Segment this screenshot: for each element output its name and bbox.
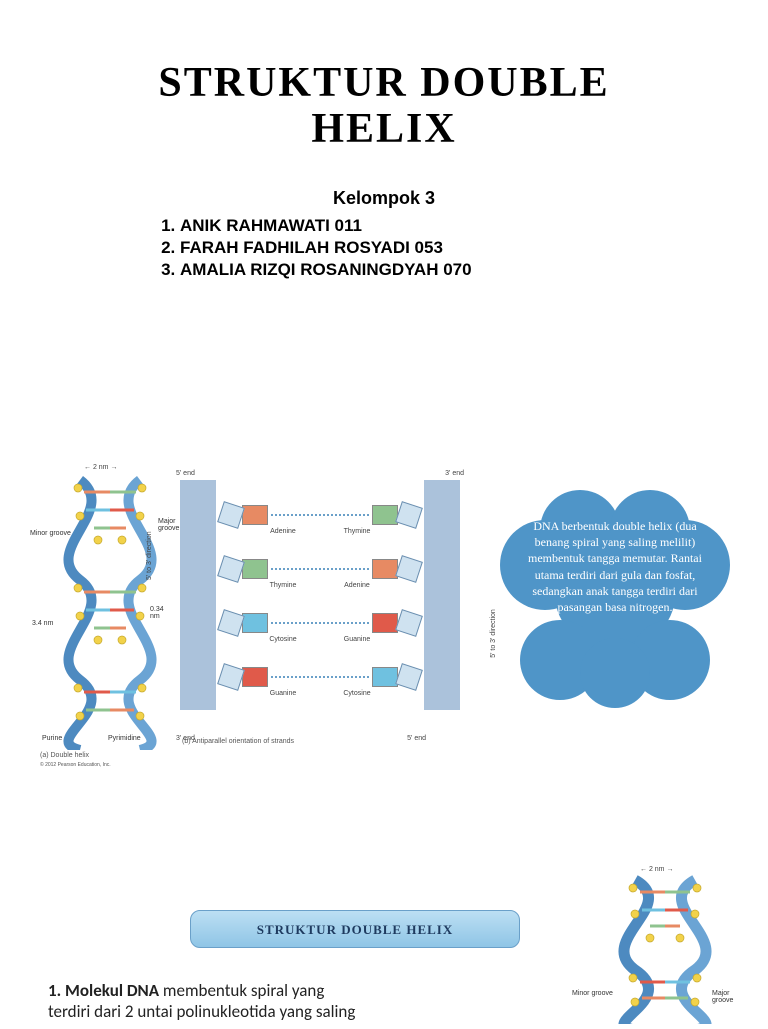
bottom-body-text: 1. Molekul DNA membentuk spiral yang ter… xyxy=(48,980,468,1022)
dir53-right: 5' to 3' direction xyxy=(490,609,497,658)
pyrimidine-label: Pyrimidine xyxy=(108,735,141,742)
caption-a: (a) Double helix xyxy=(40,752,89,759)
end3-right: 3' end xyxy=(445,470,464,477)
member-2: FARAH FADHILAH ROSYADI 053 xyxy=(180,237,768,259)
helix-width-arrow: ← 2 nm → xyxy=(84,464,117,471)
minor-groove-label: Minor groove xyxy=(30,530,71,537)
dna-helix-diagram: ← 2 nm → xyxy=(50,470,170,750)
end5-right: 5' end xyxy=(407,735,426,742)
base-pair-diagram: 5' end 3' end 3' end 5' end 5' to 3' dir… xyxy=(180,480,460,730)
bottom-major-groove: Major groove xyxy=(712,990,733,1004)
bottom-width-arrow: ← 2 nm → xyxy=(640,866,673,873)
member-list: ANIK RAHMAWATI 011 FARAH FADHILAH ROSYAD… xyxy=(160,215,768,281)
bottom-minor-groove: Minor groove xyxy=(572,990,613,997)
end5-left: 5' end xyxy=(176,470,195,477)
cloud-text: DNA berbentuk double helix (dua benang s… xyxy=(522,518,708,615)
section-banner: STRUKTUR DOUBLE HELIX xyxy=(190,910,520,948)
purine-label: Purine xyxy=(42,735,62,742)
dna-helix-bottom: ← 2 nm → Minor groove Major groove xyxy=(600,870,730,1024)
title-line-1: STRUKTUR DOUBLE xyxy=(0,60,768,106)
copyright: © 2012 Pearson Education, Inc. xyxy=(40,762,111,768)
group-label: Kelompok 3 xyxy=(0,188,768,209)
member-3: AMALIA RIZQI ROSANINGDYAH 070 xyxy=(180,259,768,281)
pitch-label: 3.4 nm xyxy=(32,620,53,627)
title-line-2: HELIX xyxy=(0,106,768,152)
info-cloud: DNA berbentuk double helix (dua benang s… xyxy=(500,490,730,700)
major-groove-label: Major groove xyxy=(158,518,179,532)
caption-b: (b) Antiparallel orientation of strands xyxy=(182,738,294,745)
base-adenine xyxy=(242,505,268,525)
member-1: ANIK RAHMAWATI 011 xyxy=(180,215,768,237)
dir53-left: 5' to 3' direction xyxy=(146,531,153,580)
rise-label: 0.34 nm xyxy=(150,606,170,620)
